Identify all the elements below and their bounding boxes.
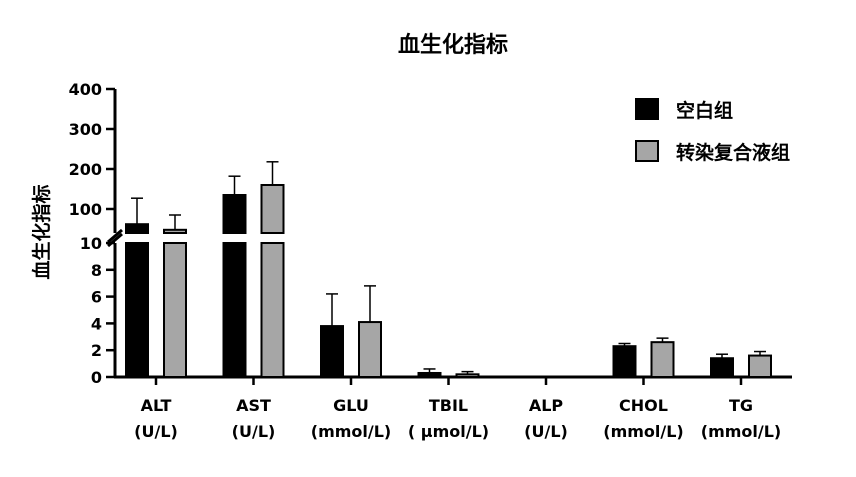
category-label: GLU: [333, 396, 369, 415]
category-label: AST: [236, 396, 271, 415]
bar-alt-s1-upper: [125, 223, 149, 234]
bar-tbil-s1: [417, 371, 442, 379]
bar-tbil-s2: [455, 373, 480, 379]
y-tick-label: 200: [69, 160, 102, 179]
legend-label-s1: 空白组: [676, 99, 733, 122]
category-label: ALT: [141, 396, 172, 415]
y-tick-label: 6: [91, 288, 102, 307]
bar-ast-s1: [222, 242, 247, 378]
bar-alt-s2-upper: [163, 228, 187, 235]
category-label: CHOL: [619, 396, 668, 415]
y-tick-label: 400: [69, 80, 102, 99]
axes: [106, 87, 792, 385]
bar-chol-s2: [650, 341, 675, 379]
category-label: ALP: [529, 396, 564, 415]
bar-alt-s1: [125, 242, 149, 378]
category-unit-label: ( μmol/L): [408, 422, 489, 441]
category-unit-label: (mmol/L): [603, 422, 683, 441]
y-tick-label: 4: [91, 314, 102, 333]
error-bars: [131, 161, 766, 375]
bar-glu-s2: [358, 321, 382, 378]
y-tick-label: 2: [91, 341, 102, 360]
category-unit-label: (mmol/L): [311, 422, 391, 441]
tick-labels: 0 2 4 6 8 10 100 200 300 400: [69, 80, 102, 387]
bar-glu-s1: [320, 325, 344, 378]
bar-alt-s2: [163, 242, 187, 378]
category-label: TBIL: [429, 396, 468, 415]
category-labels: ALT (U/L) AST (U/L) GLU (mmol/L) TBIL ( μmol/L)…: [134, 396, 781, 441]
category-unit-label: (U/L): [232, 422, 276, 441]
bar-chol-s1: [612, 345, 637, 378]
axis-break-mark: [107, 228, 123, 244]
bar-tg-s2: [748, 354, 772, 378]
category-unit-label: (mmol/L): [701, 422, 781, 441]
y-tick-label: 300: [69, 120, 102, 139]
bar-ast-s2-upper: [260, 184, 285, 234]
category-unit-label: (U/L): [524, 422, 568, 441]
bar-ast-s1-upper: [222, 194, 247, 234]
y-tick-label: 100: [69, 200, 102, 219]
y-tick-label: 10: [80, 234, 102, 253]
chart-title: 血生化指标: [398, 32, 508, 58]
legend-swatch-s1: [635, 98, 659, 120]
y-tick-label: 8: [91, 261, 102, 280]
bar-tg-s1: [710, 357, 734, 378]
category-unit-label: (U/L): [134, 422, 178, 441]
legend-swatch-s2: [635, 140, 659, 162]
bars: [125, 184, 772, 379]
y-axis-label: 血生化指标: [30, 184, 53, 279]
category-label: TG: [729, 396, 753, 415]
legend-label-s2: 转染复合液组: [676, 141, 790, 164]
bar-ast-s2: [260, 242, 285, 378]
y-tick-label: 0: [91, 368, 102, 387]
